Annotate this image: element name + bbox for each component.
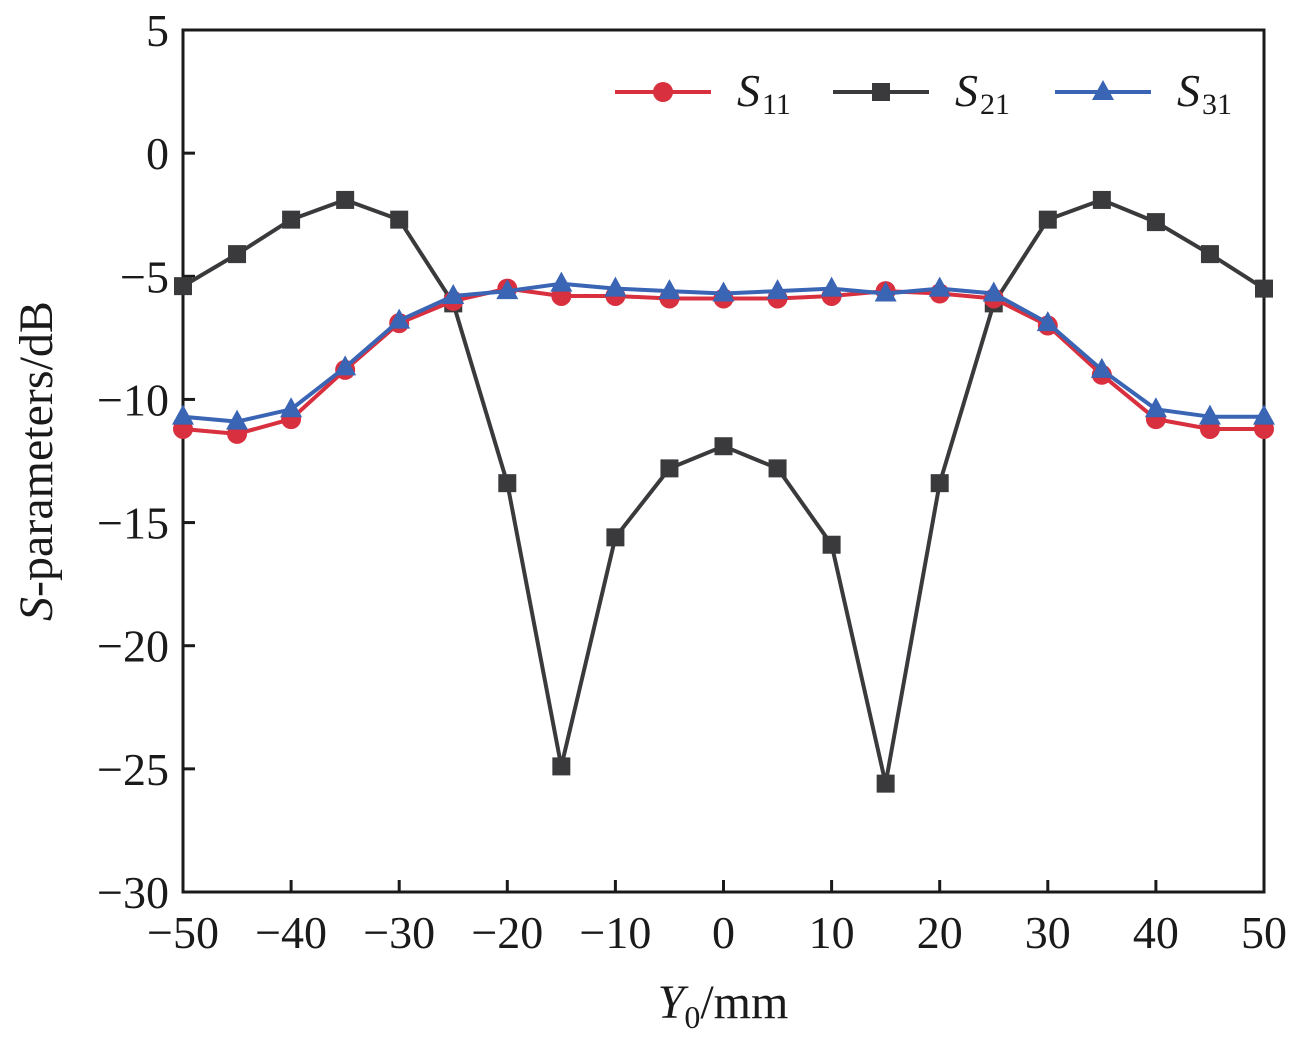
data-point-s31 (550, 271, 573, 292)
data-point-s31 (928, 276, 951, 297)
data-point-s21 (1200, 245, 1219, 264)
y-tick-label: −25 (97, 744, 169, 795)
data-point-s31 (172, 404, 194, 425)
x-tick-label: 40 (1133, 907, 1179, 958)
data-point-s21 (1255, 279, 1273, 298)
legend-marker (872, 83, 890, 101)
data-point-s21 (552, 757, 571, 776)
x-tick-label: 0 (712, 907, 735, 958)
y-tick-label: 5 (146, 5, 169, 56)
x-tick-label: −40 (255, 907, 327, 958)
x-tick-label: 10 (809, 907, 855, 958)
y-axis-title: S-parameters/dB (10, 301, 63, 621)
legend-label: S11 (737, 65, 791, 121)
data-point-s21 (174, 277, 192, 296)
data-point-s21 (336, 190, 355, 209)
legend-label: S31 (1177, 65, 1232, 121)
x-tick-label: 30 (1025, 907, 1071, 958)
legend-label: S21 (955, 65, 1010, 121)
data-point-s31 (1253, 404, 1275, 425)
plot-frame (181, 28, 1266, 894)
data-point-s31 (496, 279, 519, 300)
data-point-s21 (930, 474, 949, 493)
x-axis-title: Y0/mm (658, 976, 789, 1035)
x-axis-title-main: Y (658, 976, 689, 1029)
data-point-s21 (1146, 213, 1165, 232)
data-point-s21 (498, 474, 517, 493)
data-point-s21 (714, 437, 733, 456)
series-s11 (173, 278, 1274, 444)
data-point-s31 (1198, 404, 1221, 425)
data-point-s21 (768, 459, 787, 478)
legend-marker (653, 82, 673, 102)
x-axis-title-sub: 0 (684, 999, 700, 1035)
data-point-s21 (876, 774, 895, 793)
data-point-s31 (874, 281, 897, 302)
data-point-s31 (712, 281, 735, 302)
data-point-s31 (1036, 311, 1059, 332)
legend: S11 S21 S31 (615, 65, 1232, 121)
legend-item-s11: S11 (615, 65, 791, 121)
data-point-s31 (820, 276, 843, 297)
legend-marker (1092, 80, 1114, 100)
x-tick-label: 20 (917, 907, 963, 958)
y-tick-label: 0 (146, 128, 169, 179)
y-tick-label: −15 (97, 498, 169, 549)
data-point-s31 (280, 397, 303, 418)
data-point-s31 (334, 355, 357, 376)
data-point-s31 (388, 308, 411, 329)
legend-item-s21: S21 (833, 65, 1010, 121)
y-tick-label: −30 (97, 867, 169, 918)
x-tick-label: −50 (147, 907, 219, 958)
data-point-s21 (822, 535, 841, 554)
y-tick-label: −5 (120, 251, 169, 302)
data-point-s31 (442, 283, 465, 304)
data-point-s21 (390, 210, 409, 229)
data-point-s21 (282, 210, 301, 229)
axis-ticks: −50 −40 −30 −20 −10 0 10 20 30 40 5050−5−10−15−20−… (97, 5, 1287, 958)
series-s21 (174, 190, 1273, 793)
y-axis-title-rest: -parameters/dB (10, 301, 63, 597)
data-point-s21 (1038, 210, 1057, 229)
data-point-s31 (1090, 357, 1113, 378)
data-point-s21 (1092, 190, 1111, 209)
data-point-s31 (226, 409, 249, 430)
y-axis-title-main: S (10, 597, 63, 621)
y-tick-label: −10 (97, 374, 169, 425)
x-tick-label: −30 (363, 907, 435, 958)
data-point-s31 (604, 276, 627, 297)
x-tick-label: 50 (1241, 907, 1287, 958)
data-point-s31 (766, 279, 789, 300)
x-tick-label: −20 (471, 907, 543, 958)
x-tick-label: −10 (579, 907, 651, 958)
data-point-s31 (982, 281, 1005, 302)
series-s31 (172, 271, 1275, 430)
y-tick-label: −20 (97, 621, 169, 672)
data-point-s21 (228, 245, 247, 264)
data-point-s21 (660, 459, 679, 478)
series-layer (172, 190, 1275, 793)
data-point-s21 (606, 528, 625, 547)
data-point-s31 (658, 279, 681, 300)
x-axis-title-unit: /mm (700, 976, 788, 1029)
legend-item-s31: S31 (1055, 65, 1232, 121)
data-point-s31 (1144, 397, 1167, 418)
